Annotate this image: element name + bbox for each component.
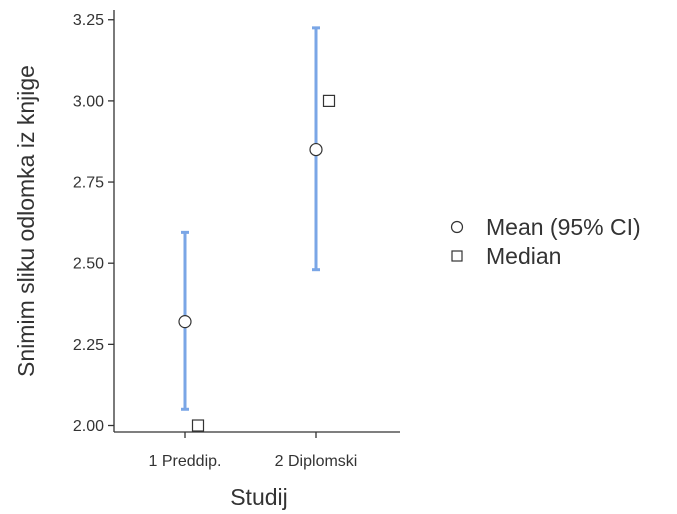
median-point: [191, 419, 205, 432]
y-tick-label: 2.25: [73, 337, 104, 354]
y-axis: 2.00 2.25 2.50 2.75 3.00 3.25: [73, 10, 115, 435]
x-tick-label: 1 Preddip.: [149, 453, 222, 470]
legend-label: Mean (95% CI): [486, 214, 641, 240]
legend-label: Median: [486, 243, 561, 269]
x-axis: 1 Preddip. 2 Diplomski: [114, 431, 400, 470]
legend-key-mean: [450, 220, 464, 234]
median-point: [322, 94, 336, 107]
y-tick-label: 2.50: [73, 256, 104, 273]
x-axis-title: Studij: [230, 484, 288, 510]
mean-point: [178, 315, 192, 329]
legend-key-median: [451, 250, 463, 262]
mean-point: [309, 142, 323, 157]
x-tick-label: 2 Diplomski: [275, 453, 358, 470]
plot-marks: [178, 26, 336, 432]
y-tick-label: 2.00: [73, 418, 104, 435]
y-tick-label: 2.75: [73, 175, 104, 192]
y-tick-label: 3.00: [73, 93, 104, 110]
legend: Mean (95% CI) Median: [450, 214, 641, 269]
y-tick-label: 3.25: [73, 12, 104, 29]
y-axis-title: Snimim sliku odlomka iz knjige: [13, 65, 39, 377]
